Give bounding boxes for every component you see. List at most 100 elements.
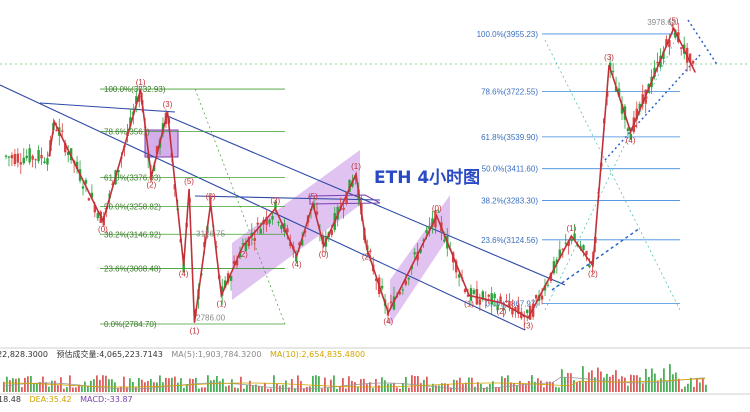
candle-body [235,260,239,266]
volume-bar [219,381,221,392]
candle-body [244,242,248,252]
volume-bar [504,378,506,392]
candle-body [662,51,665,60]
volume-bar [564,377,566,392]
volume-bar [303,388,305,392]
volume-bar [603,377,605,392]
volume-bar [294,388,296,392]
volume-bar [327,387,329,392]
volume-bar [30,375,32,392]
candle-body [490,293,493,305]
candle-body [28,148,31,163]
channel-line [39,102,176,113]
volume-bar [426,376,428,392]
candle-body [25,155,28,159]
candle-body [138,95,141,102]
candle-body [7,156,11,158]
candle-body [220,286,224,296]
volume-bar [300,381,302,392]
volume-bar [366,384,368,392]
candle-body [552,261,556,274]
volume-bar [153,382,155,392]
candle-body [558,249,562,259]
volume-bar [606,373,608,392]
candle-body [247,236,251,247]
projection-line [604,54,701,161]
candle-body [84,180,88,184]
volume-bar [642,383,644,392]
volume-bar [507,375,509,392]
volume-bar [552,382,554,392]
volume-bar [312,375,314,392]
candle-body [13,153,17,165]
volume-bar [279,385,281,392]
volume-bar [69,375,71,392]
wave-label: (1) [190,327,200,336]
candle-body [620,103,624,114]
volume-bar [174,376,176,392]
candle-body [582,245,585,251]
volume-bar [81,386,83,392]
candle-body [487,294,490,297]
volume-bar [384,380,386,392]
volume-value: 422,828.3000 [0,350,48,359]
volume-bar [693,386,695,392]
volume-bar [687,383,689,392]
estimated-volume-label: 预估成交量 [56,350,97,359]
fib-left-label: 23.6%(3008.48) [104,265,161,274]
candle-body [543,285,547,291]
volume-bar [408,387,410,392]
volume-bar [624,377,626,392]
candle-body [155,145,159,154]
volume-bar [324,377,326,392]
volume-bar [315,375,317,392]
volume-bar [108,379,110,392]
candle-body [540,295,544,300]
wave-label: (4) [292,260,302,269]
volume-bar [72,387,74,392]
candle-body [674,29,677,38]
candle-body [671,24,674,27]
candle-body [277,221,280,224]
volume-bar [141,379,143,392]
candle-body [87,198,91,201]
volume-bar [78,384,80,392]
candle-body [345,192,348,204]
candle-body [419,248,422,253]
candle-body [499,296,502,302]
candle-body [502,307,505,311]
wave-label: (2) [238,250,248,259]
candle-body [413,252,416,255]
volume-bar [99,379,101,392]
volume-ma10-line [2,378,706,388]
candle-body [404,280,408,285]
volume-bar [372,388,374,392]
candle-body [256,222,259,225]
candle-body [209,197,212,204]
volume-bar [102,375,104,392]
volume-bar [471,377,473,392]
wave-label: (0) [319,250,329,259]
volume-bar [150,379,152,392]
volume-bar [690,377,692,392]
fib-left-label: 0.0%(2784.70) [104,320,157,329]
fib-left-label: 38.2%(3146.92) [104,230,161,239]
candle-body [493,293,496,299]
candle-body [688,53,692,63]
candle-body [286,228,289,233]
volume-bar [252,385,254,392]
candle-body [691,60,695,64]
price-annotation: 3978.63 [647,18,676,27]
candle-body [567,240,570,246]
volume-bar [630,374,632,392]
candle-body [297,243,301,245]
volume-bar [402,382,404,392]
volume-bar [390,383,392,392]
candle-body [665,39,668,47]
volume-bar [321,388,323,392]
volume-bar [543,387,545,392]
volume-bar [612,374,614,392]
candle-body [268,219,271,224]
candle-body [16,153,20,163]
volume-bar [459,377,461,392]
